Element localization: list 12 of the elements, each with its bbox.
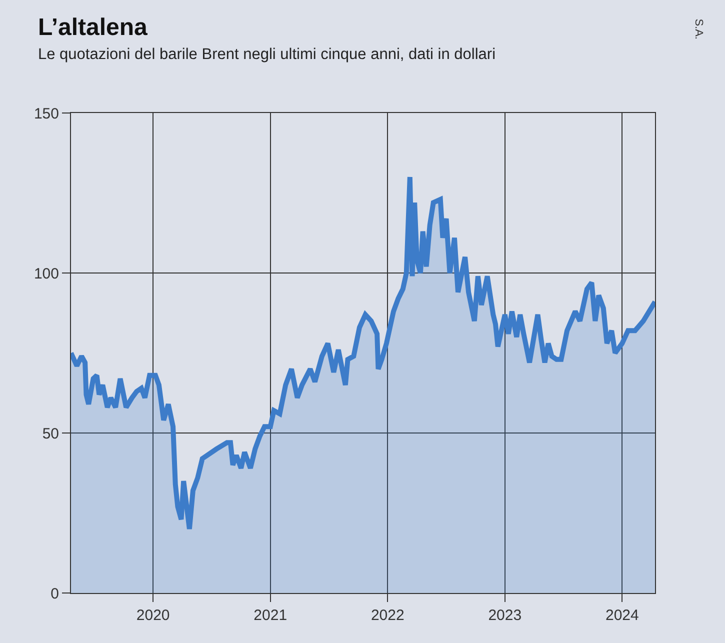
text: S.A. — [692, 18, 704, 40]
y-tick-label: 0 — [50, 585, 59, 602]
y-tick-label: 150 — [34, 105, 59, 122]
x-tick-label: 2024 — [605, 607, 639, 624]
x-tick-label: 2021 — [254, 607, 288, 624]
x-tick-label: 2020 — [136, 607, 170, 624]
chart-title: L’altalena — [38, 14, 148, 41]
y-tick-label: 100 — [34, 265, 59, 282]
y-tick-label: 50 — [42, 425, 59, 442]
chart-subtitle: Le quotazioni del barile Brent negli ultimi cinque anni, dati in dollari — [38, 46, 496, 63]
x-tick-label: 2023 — [488, 607, 522, 624]
x-tick-label: 2022 — [370, 607, 404, 624]
